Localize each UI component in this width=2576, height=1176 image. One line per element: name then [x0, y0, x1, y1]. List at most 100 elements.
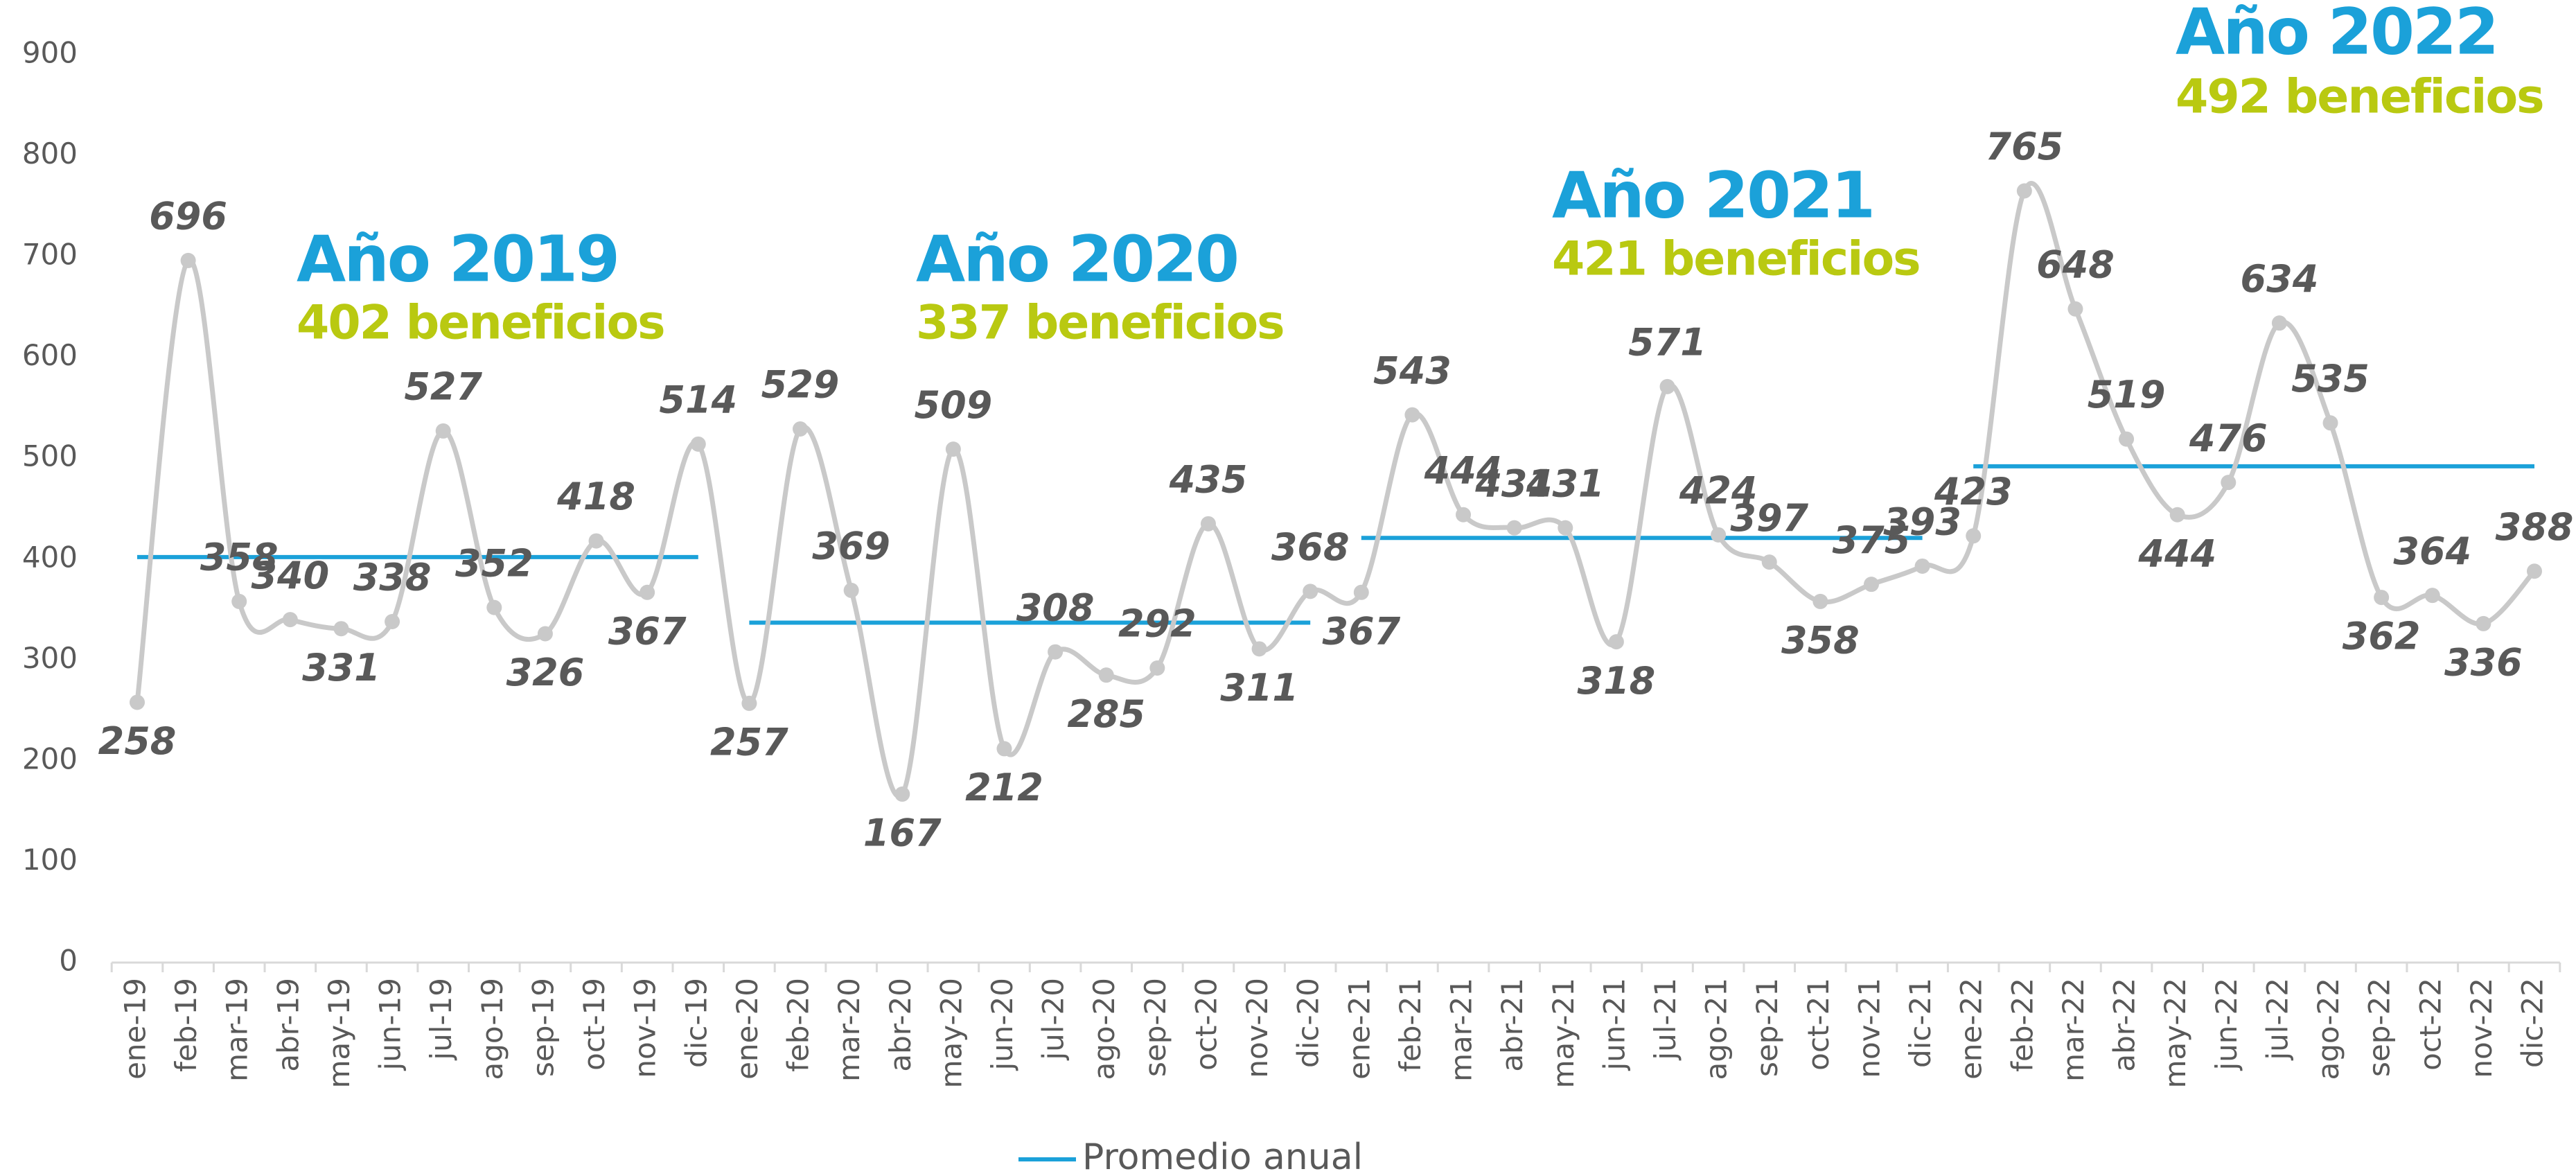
x-tick-label: jul-20	[1036, 978, 1070, 1061]
x-tick-label: feb-20	[782, 978, 815, 1072]
x-tick-label: feb-22	[2005, 978, 2039, 1072]
y-tick-label: 600	[22, 338, 78, 372]
x-tick-label: ene-19	[118, 978, 152, 1080]
x-tick-label: jul-19	[424, 978, 458, 1061]
data-point	[1659, 378, 1675, 394]
x-tick-label: jun-19	[373, 978, 407, 1071]
y-tick-label: 100	[22, 843, 78, 877]
data-point	[2221, 475, 2237, 491]
data-point	[180, 252, 196, 268]
data-point	[1506, 520, 1522, 536]
x-tick-label: ene-21	[1342, 978, 1376, 1080]
x-tick-label: ago-22	[2311, 978, 2345, 1080]
data-label: 340	[251, 554, 329, 597]
data-point	[2374, 590, 2390, 606]
data-point	[486, 599, 502, 615]
data-label: 352	[455, 541, 533, 585]
y-tick-label: 200	[22, 741, 78, 775]
x-tick-label: jul-22	[2260, 978, 2294, 1061]
data-point	[2067, 301, 2083, 317]
data-label: 543	[1373, 349, 1452, 392]
data-label: 634	[2241, 257, 2319, 301]
x-tick-label: may-21	[1546, 978, 1580, 1088]
data-label: 393	[1883, 500, 1961, 544]
data-point	[639, 584, 655, 600]
data-point	[945, 441, 961, 457]
data-label: 336	[2444, 641, 2523, 685]
data-label: 424	[1679, 468, 1758, 512]
x-tick-label: ene-20	[730, 978, 764, 1080]
x-tick-label: nov-21	[1852, 978, 1886, 1078]
x-tick-label: mar-19	[220, 978, 254, 1082]
data-point	[1098, 667, 1114, 683]
x-tick-label: mar-21	[1445, 978, 1479, 1082]
data-label: 367	[1322, 609, 1400, 653]
y-tick-label: 400	[22, 540, 78, 574]
data-point	[1048, 644, 1064, 660]
x-tick-label: ago-19	[475, 978, 509, 1080]
data-point	[1149, 660, 1165, 676]
x-tick-label: may-20	[934, 978, 968, 1088]
x-tick-label: ago-21	[1700, 978, 1733, 1080]
data-point	[385, 614, 400, 630]
data-point	[1966, 528, 1982, 544]
x-tick-label: nov-20	[1240, 978, 1274, 1078]
data-label: 444	[1424, 448, 1503, 492]
x-tick-label: mar-20	[832, 978, 866, 1082]
data-label: 369	[812, 525, 890, 568]
data-label: 431	[1526, 462, 1605, 505]
data-label: 388	[2496, 505, 2574, 549]
x-tick-label: oct-19	[577, 978, 611, 1071]
data-point	[1558, 520, 1573, 536]
data-point	[537, 626, 553, 642]
x-tick-label: jun-22	[2209, 978, 2243, 1071]
data-point	[130, 694, 145, 710]
data-point	[2119, 431, 2135, 447]
x-tick-label: sep-20	[1138, 978, 1172, 1077]
data-point	[435, 423, 451, 439]
data-label: 308	[1016, 586, 1095, 629]
data-label: 368	[1271, 525, 1350, 569]
data-label: 257	[710, 721, 788, 764]
x-tick-label: abr-19	[271, 978, 305, 1072]
data-point	[333, 621, 349, 637]
x-tick-label: may-22	[2158, 978, 2192, 1088]
data-label: 362	[2343, 615, 2421, 658]
x-tick-label: jul-21	[1648, 978, 1682, 1061]
year-title: Año 2020	[916, 222, 1237, 296]
data-point	[2016, 183, 2032, 199]
data-point	[2271, 315, 2287, 331]
x-tick-label: dic-22	[2516, 978, 2550, 1068]
data-point	[843, 582, 859, 598]
data-label: 338	[353, 556, 432, 599]
data-point	[1608, 634, 1624, 650]
data-point	[996, 741, 1012, 757]
data-label: 535	[2291, 357, 2370, 401]
year-subtitle: 421 beneficios	[1552, 232, 1920, 287]
year-subtitle: 402 beneficios	[297, 296, 664, 351]
x-tick-label: jun-21	[1597, 978, 1631, 1071]
data-label: 529	[761, 363, 840, 407]
data-label: 285	[1067, 692, 1145, 736]
data-label: 318	[1578, 659, 1656, 703]
data-label: 444	[2137, 532, 2216, 575]
x-tick-label: ene-22	[1955, 978, 1988, 1080]
data-point	[1404, 407, 1420, 423]
x-tick-label: jun-20	[985, 978, 1019, 1071]
data-label: 476	[2189, 416, 2268, 460]
y-tick-label: 700	[22, 238, 78, 272]
x-tick-label: may-19	[322, 978, 356, 1088]
x-tick-label: sep-22	[2363, 978, 2397, 1077]
data-point	[741, 695, 757, 711]
y-tick-label: 300	[22, 641, 78, 675]
data-point	[1200, 516, 1216, 532]
data-label: 367	[608, 609, 687, 653]
data-label: 292	[1118, 602, 1197, 646]
x-tick-label: ago-20	[1087, 978, 1121, 1080]
data-label: 364	[2393, 529, 2471, 573]
data-label: 423	[1934, 470, 2013, 514]
data-label: 571	[1628, 321, 1706, 365]
year-subtitle: 337 beneficios	[916, 296, 1284, 351]
year-subtitle: 492 beneficios	[2176, 70, 2543, 125]
